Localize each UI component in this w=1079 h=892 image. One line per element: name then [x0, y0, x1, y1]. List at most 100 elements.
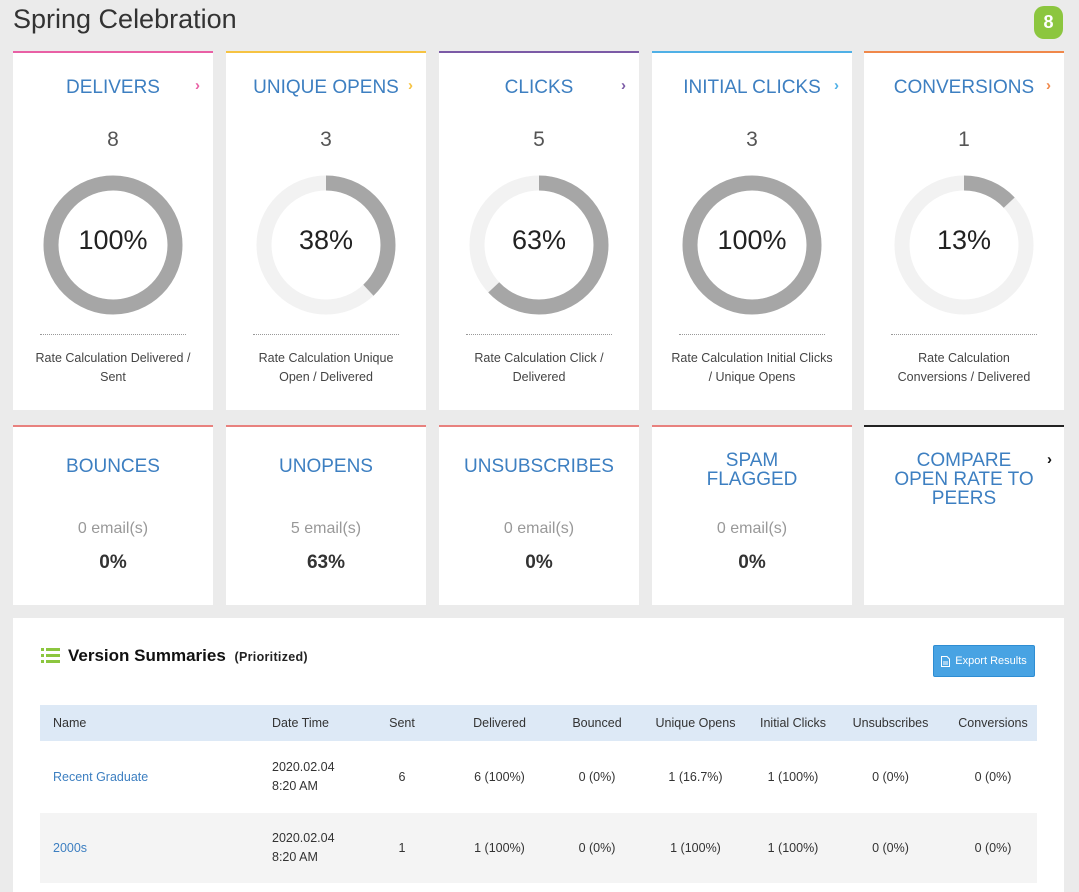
metric-card-initial-clicks: INITIAL CLICKS › 3 100% Rate Calculation… — [652, 51, 852, 410]
divider — [253, 334, 399, 335]
metric-card-delivers: DELIVERS › 8 100% Rate Calculation Deliv… — [13, 51, 213, 410]
donut-chart — [469, 175, 609, 315]
metric-count: 5 — [533, 128, 545, 151]
stat-title: BOUNCES — [66, 456, 160, 477]
stat-title: UNOPENS — [279, 456, 373, 477]
divider — [40, 334, 186, 335]
rate-calculation-text: Rate Calculation Conversions / Delivered — [897, 351, 1031, 384]
table-row: Recent Graduate 2020.02.04 8:20 AM 6 6 (1… — [40, 741, 1037, 813]
stat-card-unsubscribes[interactable]: UNSUBSCRIBES 0 email(s) 0% — [439, 425, 639, 605]
section-subtitle: (Prioritized) — [234, 650, 308, 664]
stat-card-bounces[interactable]: BOUNCES 0 email(s) 0% — [13, 425, 213, 605]
divider — [466, 334, 612, 335]
metric-title-clicks[interactable]: CLICKS — [504, 77, 574, 98]
column-header[interactable]: Bounced — [557, 705, 637, 741]
stat-email-count: 0 email(s) — [503, 520, 575, 537]
version-name-cell: Recent Graduate — [40, 741, 272, 813]
version-summary-table: Name Date Time Sent Delivered Bounced Un… — [40, 705, 1037, 883]
date-time-cell: 2020.02.04 8:20 AM — [272, 741, 362, 813]
donut-arc — [469, 175, 609, 315]
stat-email-count: 0 email(s) — [77, 520, 149, 537]
donut-chart — [43, 175, 183, 315]
time-text: 8:20 AM — [272, 779, 318, 793]
compare-open-rate-card[interactable]: COMPARE OPEN RATE TO PEERS › — [864, 425, 1064, 605]
unsubscribes-cell: 0 (0%) — [832, 741, 949, 813]
metric-title-initial-clicks[interactable]: INITIAL CLICKS — [683, 77, 821, 98]
metric-count: 3 — [320, 128, 332, 151]
rate-calculation-text: Rate Calculation Initial Clicks / Unique… — [671, 351, 833, 384]
export-results-label: Export Results — [955, 655, 1027, 667]
column-header[interactable]: Sent — [362, 705, 442, 741]
chevron-right-icon[interactable]: › — [1046, 77, 1051, 94]
metric-title-delivers[interactable]: DELIVERS — [66, 77, 160, 98]
column-header[interactable]: Delivered — [442, 705, 557, 741]
stat-email-count: 0 email(s) — [716, 520, 788, 537]
divider — [891, 334, 1037, 335]
version-name-cell: 2000s — [40, 813, 272, 883]
conversions-cell: 0 (0%) — [949, 813, 1037, 883]
stat-percent: 0% — [525, 552, 553, 573]
sent-cell: 6 — [362, 741, 442, 813]
stat-card-spam-flagged[interactable]: SPAM FLAGGED 0 email(s) 0% — [652, 425, 852, 605]
stat-email-count: 5 email(s) — [290, 520, 362, 537]
column-header[interactable]: Initial Clicks — [754, 705, 832, 741]
stat-title: UNSUBSCRIBES — [464, 456, 614, 477]
table-header-row: Name Date Time Sent Delivered Bounced Un… — [40, 705, 1037, 741]
donut-percent-label: 100% — [78, 225, 148, 255]
donut-percent-label: 63% — [511, 225, 567, 255]
metric-card-unique-opens: UNIQUE OPENS › 3 38% Rate Calculation Un… — [226, 51, 426, 410]
compare-title-line: OPEN RATE TO — [894, 469, 1034, 490]
delivered-cell: 1 (100%) — [442, 813, 557, 883]
unsubscribes-cell: 0 (0%) — [832, 813, 949, 883]
donut-percent-label: 38% — [298, 225, 354, 255]
version-summaries-panel: Version Summaries (Prioritized) Export R… — [13, 618, 1064, 892]
version-count-badge: 8 — [1034, 6, 1063, 39]
chevron-right-icon[interactable]: › — [834, 77, 839, 94]
compare-title[interactable]: COMPARE OPEN RATE TO PEERS — [886, 451, 1042, 508]
section-title: Version Summaries (Prioritized) — [68, 646, 308, 666]
metric-count: 1 — [958, 128, 970, 151]
stat-title-line: FLAGGED — [706, 469, 798, 490]
column-header[interactable]: Name — [40, 705, 272, 741]
bounced-cell: 0 (0%) — [557, 813, 637, 883]
rate-calculation-text: Rate Calculation Unique Open / Delivered — [258, 351, 394, 384]
metric-title-conversions[interactable]: CONVERSIONS — [893, 77, 1035, 98]
stat-title-line: SPAM — [725, 450, 779, 471]
bounced-cell: 0 (0%) — [557, 741, 637, 813]
date-text: 2020.02.04 — [272, 760, 335, 774]
column-header[interactable]: Conversions — [949, 705, 1037, 741]
version-name-link[interactable]: Recent Graduate — [53, 770, 149, 784]
column-header[interactable]: Date Time — [272, 705, 362, 741]
donut-arc — [894, 175, 1034, 315]
metric-title-unique-opens[interactable]: UNIQUE OPENS — [253, 77, 399, 98]
time-text: 8:20 AM — [272, 850, 318, 864]
donut-arc — [43, 175, 183, 315]
chevron-right-icon[interactable]: › — [1047, 451, 1052, 468]
page-title: Spring Celebration — [13, 4, 237, 34]
stat-card-unopens[interactable]: UNOPENS 5 email(s) 63% — [226, 425, 426, 605]
version-name-link[interactable]: 2000s — [53, 841, 88, 855]
date-time-cell: 2020.02.04 8:20 AM — [272, 813, 362, 883]
list-icon — [41, 648, 60, 663]
export-results-button[interactable]: Export Results — [933, 645, 1035, 677]
donut-percent-label: 13% — [936, 225, 992, 255]
chevron-right-icon[interactable]: › — [195, 77, 200, 94]
chevron-right-icon[interactable]: › — [621, 77, 626, 94]
donut-arc — [682, 175, 822, 315]
conversions-cell: 0 (0%) — [949, 741, 1037, 813]
donut-chart — [894, 175, 1034, 315]
stat-title: SPAM FLAGGED — [662, 451, 842, 489]
section-title-text: Version Summaries — [68, 646, 226, 665]
table-row: 2000s 2020.02.04 8:20 AM 1 1 (100%) 0 (0%… — [40, 813, 1037, 883]
metric-card-clicks: CLICKS › 5 63% Rate Calculation Click / … — [439, 51, 639, 410]
rate-calculation-text: Rate Calculation Delivered / Sent — [35, 351, 191, 384]
file-icon — [941, 655, 951, 667]
stat-percent: 0% — [738, 552, 766, 573]
chevron-right-icon[interactable]: › — [408, 77, 413, 94]
metric-card-conversions: CONVERSIONS › 1 13% Rate Calculation Con… — [864, 51, 1064, 410]
date-text: 2020.02.04 — [272, 831, 335, 845]
column-header[interactable]: Unsubscribes — [832, 705, 949, 741]
metric-count: 8 — [107, 128, 119, 151]
metric-count: 3 — [746, 128, 758, 151]
column-header[interactable]: Unique Opens — [637, 705, 754, 741]
